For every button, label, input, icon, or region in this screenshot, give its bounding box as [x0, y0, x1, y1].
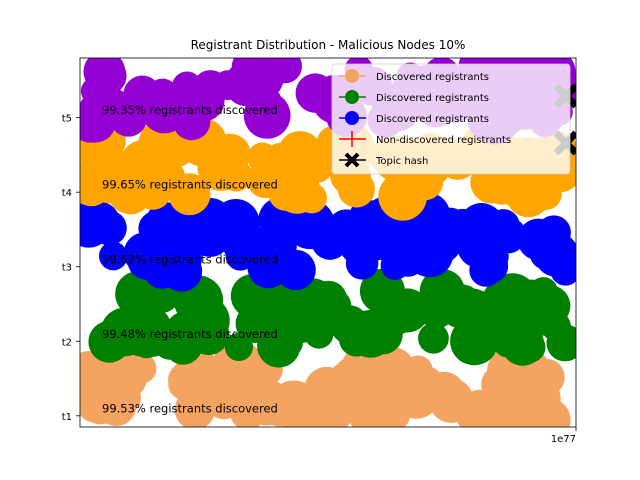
series-t2	[88, 268, 576, 368]
data-point	[378, 171, 427, 221]
data-point	[474, 249, 509, 283]
data-point	[522, 178, 557, 212]
legend-marker	[345, 69, 359, 83]
data-point	[429, 378, 474, 423]
data-point	[164, 239, 202, 278]
data-point	[501, 322, 545, 366]
data-point	[163, 326, 203, 365]
data-point	[458, 322, 489, 353]
data-point	[318, 369, 359, 409]
legend-label: Discovered registrants	[376, 72, 489, 83]
data-point	[89, 58, 127, 95]
series-t1	[80, 339, 571, 427]
chart-title: Registrant Distribution - Malicious Node…	[191, 38, 466, 52]
discovery-annotation: 99.48% registrants discovered	[102, 327, 278, 341]
legend-label: Discovered registrants	[376, 93, 489, 104]
data-point	[390, 242, 425, 277]
scatter-bands	[80, 58, 576, 427]
series-t3	[80, 192, 576, 292]
data-point	[337, 170, 375, 208]
data-point	[141, 86, 188, 134]
data-point	[245, 58, 288, 92]
data-point	[136, 151, 183, 198]
data-point	[80, 201, 121, 244]
data-point	[244, 226, 287, 269]
data-point	[256, 155, 291, 190]
discovery-annotation: 99.65% registrants discovered	[102, 178, 278, 192]
data-point	[101, 353, 148, 400]
legend-box	[331, 63, 571, 175]
legend-entry: Discovered registrants	[339, 90, 489, 104]
data-point	[517, 218, 560, 261]
discovery-annotations: 99.53% registrants discovered 99.48% regi…	[102, 103, 278, 415]
y-axis: t1 t2 t3 t4 t5	[62, 114, 80, 423]
data-point	[330, 305, 369, 345]
data-point	[109, 99, 148, 137]
data-point	[447, 208, 478, 239]
data-point	[345, 247, 379, 280]
data-point	[418, 322, 449, 354]
data-point	[296, 182, 327, 214]
data-point	[98, 241, 128, 271]
data-point	[352, 355, 401, 404]
legend-entry: Discovered registrants	[339, 111, 489, 125]
data-point	[304, 319, 334, 349]
data-point	[418, 290, 456, 329]
data-point	[219, 159, 253, 192]
data-point	[243, 92, 291, 139]
plot-frame	[79, 57, 577, 428]
data-point	[88, 320, 131, 363]
data-point	[488, 274, 523, 309]
y-tick-label: t5	[62, 114, 72, 125]
data-point	[525, 397, 571, 427]
legend-marker	[344, 152, 360, 168]
legend-entry: Topic hash	[339, 152, 428, 168]
legend-entry: Non-discovered registrants	[339, 131, 511, 147]
data-point	[275, 249, 316, 291]
discovery-annotation: 99.53% registrants discovered	[102, 401, 278, 415]
legend: Discovered registrants Discovered registr…	[331, 63, 571, 175]
y-tick-label: t1	[62, 412, 72, 423]
x-offset-label: 1e77	[551, 434, 576, 445]
data-point	[281, 390, 324, 427]
y-tick-label: t2	[62, 337, 72, 348]
legend-label: Topic hash	[375, 156, 428, 167]
legend-marker	[345, 111, 359, 125]
legend-label: Non-discovered registrants	[376, 135, 511, 146]
legend-marker	[345, 90, 359, 104]
data-point	[529, 285, 571, 327]
data-point	[257, 324, 301, 368]
data-point	[80, 164, 113, 207]
y-tick-label: t4	[62, 188, 72, 199]
data-point	[138, 211, 174, 246]
legend-entry: Discovered registrants	[339, 69, 489, 83]
data-point	[127, 242, 166, 280]
y-tick-label: t3	[62, 263, 72, 274]
data-point	[182, 364, 220, 403]
data-point	[279, 143, 322, 186]
legend-label: Discovered registrants	[376, 114, 489, 125]
data-point	[131, 328, 162, 359]
discovery-annotation: 99.62% registrants discovered	[102, 252, 278, 266]
discovery-annotation: 99.35% registrants discovered	[102, 103, 278, 117]
